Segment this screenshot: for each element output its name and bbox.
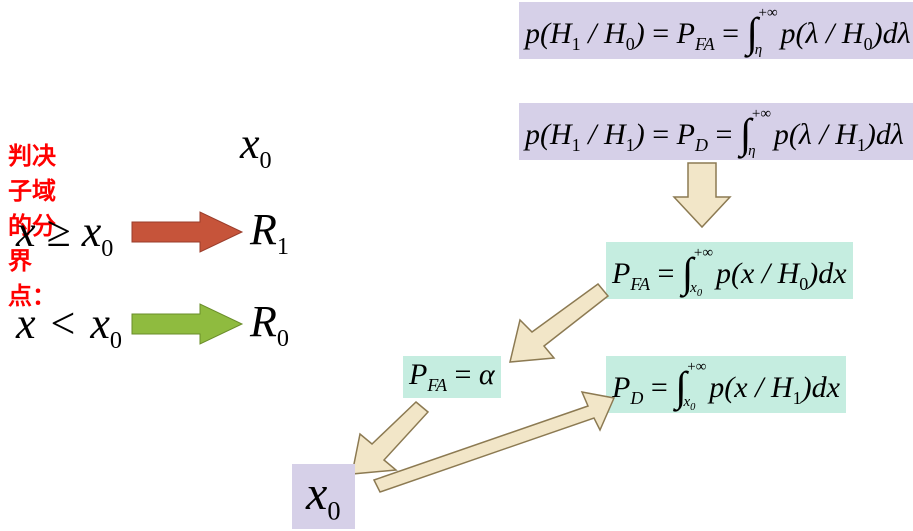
arrow-diag-left bbox=[504, 280, 614, 370]
x0-box: x0 bbox=[292, 464, 355, 529]
arrow-green bbox=[130, 302, 245, 346]
rule-1: x ≥ x0 bbox=[16, 206, 113, 263]
eq4: PD = ∫+∞x0 p(x / H1)dx bbox=[606, 356, 846, 413]
arrow-long-right bbox=[368, 380, 618, 500]
rule1-result: R1 bbox=[250, 204, 289, 261]
eq3: PFA = ∫+∞x0 p(x / H0)dx bbox=[606, 242, 853, 299]
rule2-lhs: x < x0 bbox=[16, 299, 122, 348]
x0-symbol: x0 bbox=[240, 118, 272, 175]
rule2-result: R0 bbox=[250, 296, 289, 353]
rule1-lhs: x ≥ x0 bbox=[16, 207, 113, 256]
arrow-red bbox=[130, 210, 245, 254]
eq1: p(H1 / H0) = PFA = ∫+∞η p(λ / H0)dλ bbox=[519, 2, 913, 59]
eq2: p(H1 / H1) = PD = ∫+∞η p(λ / H1)dλ bbox=[519, 103, 913, 160]
arrow-down-1 bbox=[672, 161, 732, 231]
rule-2: x < x0 bbox=[16, 298, 122, 355]
